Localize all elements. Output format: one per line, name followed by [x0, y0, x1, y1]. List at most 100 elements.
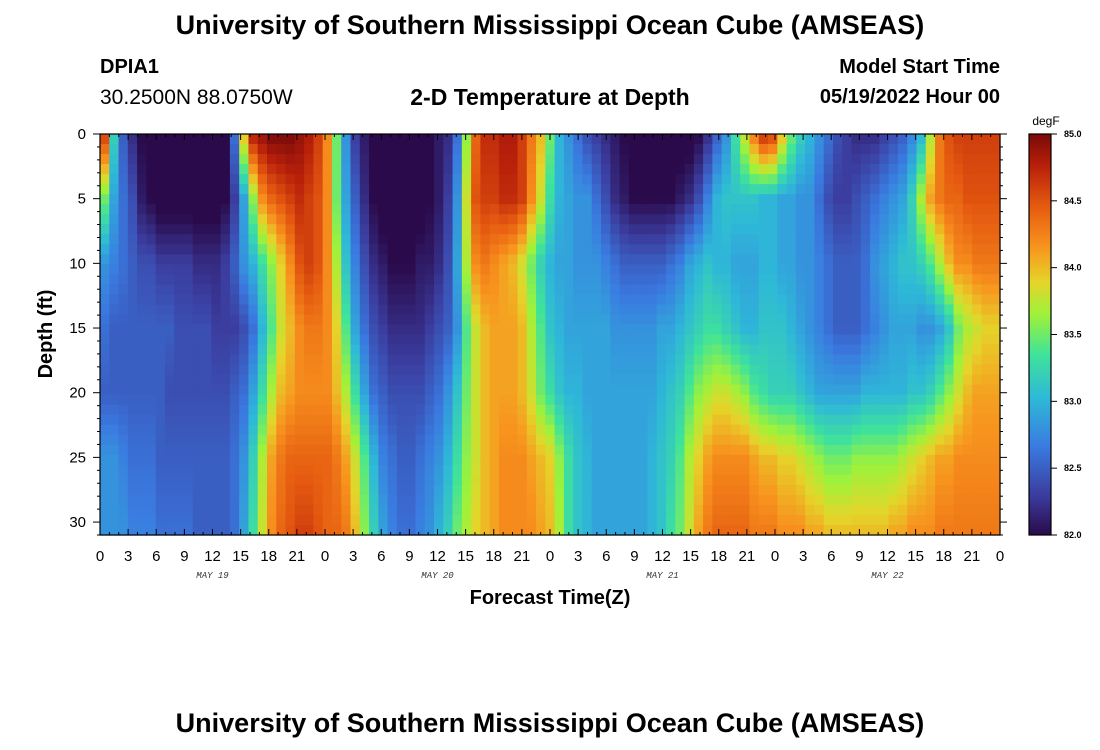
heatmap-cell [601, 484, 611, 496]
heatmap-cell [229, 294, 240, 306]
heatmap-cell [638, 494, 649, 506]
heatmap-cell [294, 494, 305, 506]
heatmap-cell [239, 134, 250, 145]
heatmap-cell [137, 414, 147, 426]
heatmap-cell [990, 204, 1001, 215]
heatmap-cell [758, 224, 769, 235]
heatmap-cell [164, 204, 175, 215]
heatmap-cell [712, 414, 723, 426]
heatmap-cell [972, 374, 983, 386]
heatmap-cell [703, 434, 713, 446]
heatmap-cell [619, 324, 630, 336]
heatmap-cell [304, 274, 314, 285]
heatmap-cell [489, 344, 500, 356]
heatmap-cell [721, 164, 732, 175]
heatmap-cell [582, 164, 593, 175]
heatmap-cell [591, 334, 602, 346]
heatmap-cell [146, 454, 157, 466]
heatmap-cell [239, 414, 250, 426]
heatmap-cell [703, 264, 713, 275]
heatmap-cell [424, 384, 435, 396]
heatmap-cell [369, 194, 379, 205]
heatmap-cell [786, 134, 797, 145]
heatmap-cell [508, 144, 519, 155]
heatmap-cell [100, 404, 110, 416]
heatmap-cell [387, 514, 398, 526]
heatmap-cell [378, 444, 389, 456]
heatmap-cell [703, 234, 713, 245]
heatmap-cell [192, 294, 203, 306]
heatmap-cell [916, 424, 927, 436]
heatmap-cell [758, 484, 769, 496]
heatmap-cell [350, 454, 361, 466]
heatmap-cell [285, 334, 296, 346]
heatmap-cell [693, 404, 704, 416]
heatmap-cell [109, 174, 120, 185]
heatmap-cell [220, 214, 231, 225]
heatmap-cell [508, 304, 519, 316]
heatmap-cell [285, 204, 296, 215]
heatmap-cell [443, 274, 454, 285]
heatmap-cell [359, 224, 370, 235]
heatmap-cell [396, 214, 407, 225]
heatmap-cell [684, 154, 695, 165]
heatmap-cell [211, 194, 222, 205]
heatmap-cell [749, 254, 760, 265]
heatmap-cell [591, 184, 602, 195]
heatmap-cell [842, 134, 853, 145]
heatmap-cell [962, 484, 973, 496]
heatmap-cell [990, 304, 1001, 316]
heatmap-cell [304, 494, 314, 506]
heatmap-cell [703, 504, 713, 516]
heatmap-cell [749, 234, 760, 245]
heatmap-cell [888, 404, 899, 416]
heatmap-cell [860, 504, 871, 516]
heatmap-cell [341, 454, 352, 466]
y-tick-label: 20 [69, 385, 86, 402]
heatmap-cell [331, 484, 342, 496]
heatmap-cell [202, 314, 212, 326]
heatmap-cell [331, 214, 342, 225]
heatmap-cell [341, 154, 352, 165]
heatmap-cell [164, 244, 175, 255]
heatmap-cell [777, 204, 788, 215]
heatmap-cell [842, 324, 853, 336]
heatmap-cell [665, 444, 676, 456]
heatmap-cell [814, 214, 825, 225]
heatmap-cell [832, 274, 843, 285]
heatmap-cell [378, 274, 389, 285]
heatmap-cell [508, 164, 519, 175]
heatmap-cell [935, 314, 945, 326]
heatmap-cell [369, 134, 379, 145]
heatmap-cell [322, 464, 333, 476]
heatmap-cell [795, 494, 806, 506]
heatmap-cell [962, 504, 973, 516]
heatmap-cell [526, 314, 537, 326]
heatmap-cell [137, 444, 147, 456]
heatmap-cell [396, 184, 407, 195]
heatmap-cell [248, 274, 259, 285]
heatmap-cell [665, 424, 676, 436]
heatmap-cell [155, 434, 166, 446]
heatmap-cell [424, 174, 435, 185]
heatmap-cell [202, 284, 212, 296]
heatmap-cell [944, 324, 955, 336]
heatmap-cell [935, 334, 945, 346]
heatmap-cell [981, 414, 992, 426]
heatmap-cell [638, 354, 649, 366]
heatmap-cell [294, 154, 305, 165]
heatmap-cell [369, 444, 379, 456]
heatmap-cell [953, 224, 964, 235]
heatmap-cell [387, 204, 398, 215]
heatmap-cell [294, 474, 305, 486]
heatmap-cell [211, 244, 222, 255]
heatmap-cell [591, 154, 602, 165]
heatmap-cell [591, 254, 602, 265]
heatmap-cell [814, 254, 825, 265]
heatmap-cell [601, 194, 611, 205]
heatmap-cell [536, 294, 546, 306]
heatmap-cell [823, 224, 834, 235]
heatmap-cell [795, 334, 806, 346]
heatmap-cell [675, 524, 686, 536]
heatmap-cell [768, 484, 778, 496]
